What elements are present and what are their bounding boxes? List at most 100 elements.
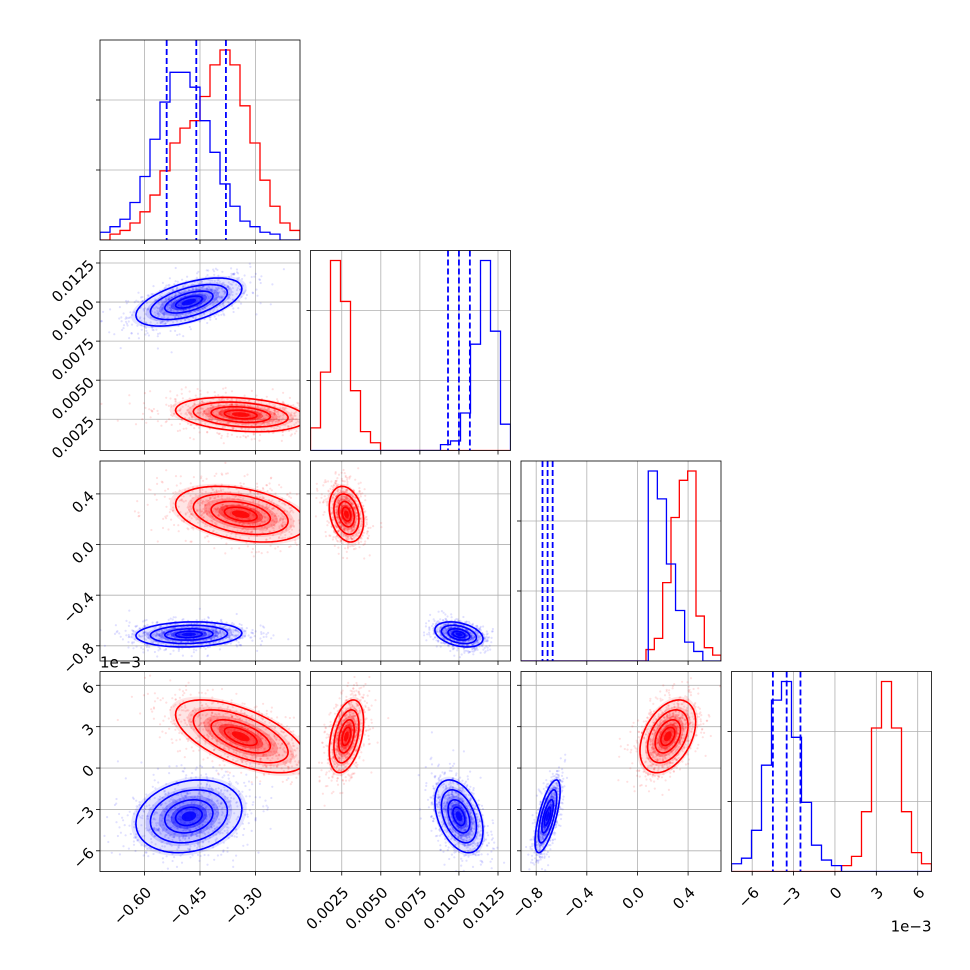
scatter-point bbox=[276, 425, 279, 428]
scatter-point bbox=[263, 422, 266, 426]
scatter-point bbox=[158, 632, 161, 636]
scatter-point bbox=[179, 305, 182, 308]
scatter-point bbox=[182, 335, 185, 338]
contour-series-0-level-0 bbox=[135, 621, 243, 648]
scatter-point bbox=[244, 629, 247, 632]
scatter-point bbox=[227, 281, 230, 284]
scatter-point bbox=[205, 499, 208, 502]
scatter-point bbox=[230, 504, 233, 507]
scatter-point bbox=[252, 432, 255, 435]
scatter-point bbox=[190, 640, 193, 643]
scatter-point bbox=[166, 514, 169, 517]
scatter-point bbox=[196, 305, 199, 308]
scatter-point bbox=[323, 518, 325, 520]
scatter-point bbox=[187, 297, 190, 300]
scatter-point bbox=[167, 639, 170, 642]
density-fill-series-0-level-4 bbox=[181, 298, 197, 306]
scatter-point bbox=[200, 510, 203, 513]
scatter-point bbox=[238, 300, 241, 303]
scatter-point bbox=[141, 295, 144, 299]
scatter-point bbox=[296, 401, 299, 404]
scatter-point bbox=[159, 634, 163, 637]
scatter-point bbox=[177, 303, 180, 307]
scatter-point bbox=[144, 638, 148, 641]
scatter-point bbox=[218, 630, 222, 633]
scatter-point bbox=[138, 633, 141, 636]
scatter-point bbox=[250, 438, 253, 441]
scatter-point bbox=[229, 631, 233, 634]
scatter-point bbox=[209, 404, 213, 407]
scatter-point bbox=[273, 413, 276, 416]
scatter-point bbox=[210, 403, 213, 406]
scatter-point bbox=[138, 635, 141, 638]
scatter-point bbox=[226, 472, 229, 475]
scatter-point bbox=[280, 486, 283, 489]
scatter-point bbox=[167, 404, 170, 407]
scatter-point bbox=[269, 477, 272, 480]
scatter-point bbox=[273, 409, 276, 412]
scatter-point bbox=[202, 412, 205, 415]
scatter-point bbox=[252, 522, 255, 525]
scatter-point bbox=[176, 314, 180, 317]
scatter-point bbox=[257, 410, 260, 413]
scatter-point bbox=[230, 404, 233, 407]
scatter-point bbox=[208, 642, 211, 645]
scatter-point bbox=[169, 617, 172, 620]
scatter-point bbox=[434, 636, 437, 639]
scatter-point bbox=[237, 272, 240, 275]
scatter-point bbox=[208, 411, 211, 414]
scatter-point bbox=[231, 427, 234, 430]
scatter-point bbox=[239, 288, 242, 291]
scatter-point bbox=[131, 632, 134, 635]
scatter-point bbox=[231, 403, 234, 406]
scatter-point bbox=[293, 520, 296, 523]
scatter-point bbox=[113, 632, 117, 635]
scatter-point bbox=[214, 287, 217, 290]
scatter-point bbox=[200, 420, 203, 423]
scatter-point bbox=[336, 540, 340, 543]
scatter-point bbox=[197, 411, 200, 414]
scatter-point bbox=[191, 283, 194, 286]
scatter-point bbox=[263, 421, 266, 424]
scatter-point bbox=[223, 425, 226, 428]
scatter-point bbox=[172, 643, 175, 646]
scatter-point bbox=[222, 302, 225, 305]
scatter-point bbox=[158, 646, 161, 649]
scatter-point bbox=[170, 296, 173, 299]
scatter-point bbox=[100, 320, 103, 323]
scatter-point bbox=[216, 636, 220, 639]
scatter-point bbox=[129, 316, 132, 319]
scatter-point bbox=[343, 430, 345, 432]
scatter-point bbox=[248, 262, 251, 265]
scatter-point bbox=[227, 412, 230, 415]
scatter-point bbox=[230, 267, 233, 270]
scatter-point bbox=[127, 633, 130, 637]
scatter-point bbox=[251, 291, 254, 294]
scatter-point bbox=[191, 312, 194, 315]
scatter-point bbox=[172, 632, 175, 635]
scatter-point bbox=[255, 423, 258, 426]
scatter-point bbox=[172, 502, 175, 505]
scatter-point bbox=[160, 480, 163, 483]
scatter-point bbox=[327, 422, 329, 424]
scatter-point bbox=[255, 423, 258, 426]
scatter-point bbox=[170, 305, 173, 308]
scatter-point bbox=[119, 635, 122, 638]
scatter-point bbox=[216, 281, 219, 284]
scatter-point bbox=[242, 434, 245, 437]
scatter-point bbox=[335, 572, 337, 574]
scatter-point bbox=[282, 517, 285, 520]
scatter-point bbox=[196, 309, 199, 312]
scatter-point bbox=[241, 408, 244, 411]
scatter-point bbox=[197, 626, 200, 629]
scatter-point bbox=[200, 407, 203, 410]
scatter-point bbox=[201, 294, 204, 298]
scatter-point bbox=[158, 303, 161, 306]
scatter-point bbox=[192, 288, 195, 292]
scatter-point bbox=[277, 419, 280, 422]
scatter-point bbox=[241, 637, 244, 640]
scatter-point bbox=[203, 318, 206, 321]
scatter-point bbox=[174, 329, 177, 332]
scatter-point bbox=[259, 495, 262, 498]
scatter-point bbox=[193, 403, 196, 406]
